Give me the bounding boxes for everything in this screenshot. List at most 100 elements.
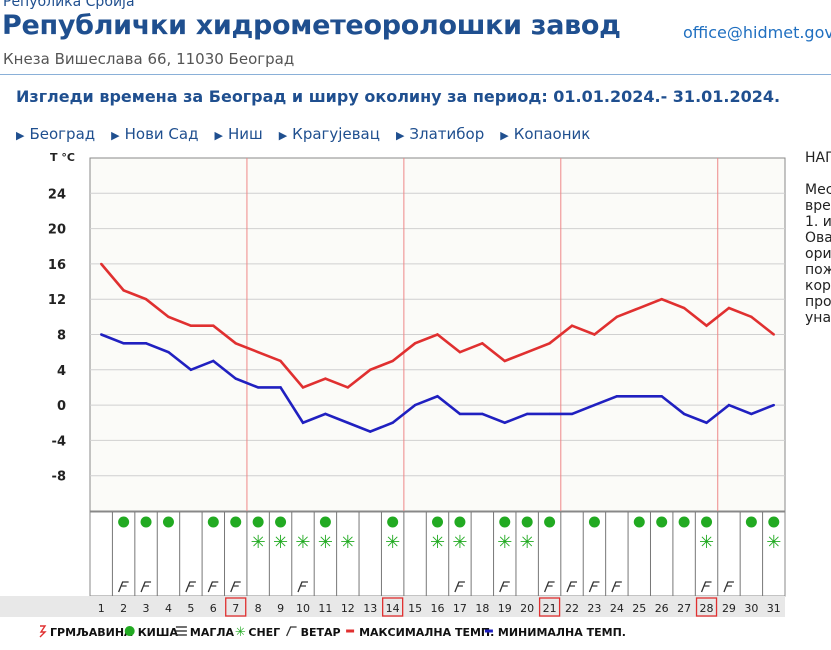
max-temp-point <box>593 333 596 336</box>
day-label: 30 <box>744 602 758 615</box>
rain-icon <box>118 516 130 528</box>
min-temp-point <box>525 412 529 416</box>
max-temp-point <box>167 315 170 319</box>
rain-icon <box>544 516 556 528</box>
min-temp-point <box>324 412 327 416</box>
day-label: 29 <box>722 602 736 615</box>
city-link[interactable]: ▶ Ниш <box>214 125 262 143</box>
legend-label: ВЕТАР <box>301 626 341 639</box>
snow-icon: ✳ <box>699 532 714 553</box>
city-link-label: Београд <box>29 125 96 143</box>
min-temp-point <box>705 421 708 424</box>
y-tick-label: 4 <box>57 364 66 379</box>
day-label: 31 <box>767 602 781 615</box>
min-temp-point <box>638 395 641 398</box>
side-text-panel: НАП Мес вре 1. и Ова ори пож кор про уна <box>805 150 831 326</box>
max-temp-point <box>705 324 708 327</box>
side-text-line: Ова <box>805 230 831 246</box>
city-nav: ▶ Београд ▶ Нови Сад ▶ Ниш ▶ Крагујевац ▶ Златибо… <box>16 124 606 144</box>
min-temp-point <box>570 412 574 416</box>
rain-icon <box>252 516 264 528</box>
legend-label: ГРМЉАВИНА <box>50 626 133 639</box>
max-temp-point <box>100 262 103 266</box>
y-tick-label: 16 <box>48 258 66 273</box>
rain-icon <box>701 516 713 528</box>
side-text-line: про <box>805 294 831 310</box>
min-temp-point <box>256 386 260 389</box>
rain-icon <box>319 516 331 528</box>
min-temp-point <box>503 421 506 424</box>
min-temp-point <box>682 412 686 416</box>
day-label: 17 <box>453 602 467 615</box>
min-temp-point <box>122 342 125 345</box>
max-temp-point <box>503 359 506 363</box>
snow-icon: ✳ <box>273 532 288 553</box>
wind-icon <box>297 581 308 593</box>
max-temp-point <box>458 350 462 354</box>
rain-icon <box>230 516 242 528</box>
day-label: 7 <box>232 602 239 615</box>
rain-icon <box>454 516 466 528</box>
max-temp-point <box>279 359 282 363</box>
wind-icon <box>611 581 622 593</box>
rain-icon <box>678 516 690 528</box>
city-link-label: Крагујевац <box>292 125 380 143</box>
email-link[interactable]: office@hidmet.gov <box>683 23 831 42</box>
max-temp-point <box>144 298 148 301</box>
rain-icon <box>140 516 152 528</box>
y-tick-label: -4 <box>52 434 66 449</box>
y-tick-label: -8 <box>52 470 66 485</box>
day-label: 2 <box>120 602 127 615</box>
rain-icon <box>768 516 780 528</box>
city-link[interactable]: ▶ Златибор <box>396 125 484 143</box>
y-tick-label: 24 <box>48 187 66 202</box>
max-temp-point <box>570 324 574 327</box>
city-link[interactable]: ▶ Београд <box>16 125 95 143</box>
rain-icon <box>275 516 287 528</box>
y-axis-label: T °C <box>50 151 75 164</box>
week-marker-box <box>225 597 247 617</box>
max-temp-point <box>772 333 775 336</box>
wind-icon <box>454 581 465 593</box>
arrow-right-icon: ▶ <box>395 129 405 142</box>
max-temp-point <box>525 350 529 354</box>
wind-icon <box>566 581 578 593</box>
y-tick-label: 0 <box>57 399 66 414</box>
side-text-line: уна <box>805 310 831 326</box>
day-label: 10 <box>296 602 310 615</box>
arrow-right-icon: ▶ <box>16 129 25 142</box>
max-temp-point <box>324 377 327 380</box>
y-tick-label: 20 <box>48 223 66 238</box>
snow-icon: ✳ <box>520 532 535 553</box>
min-temp-point <box>346 421 350 424</box>
page-subtitle: Изгледи времена за Београд и ширу околин… <box>16 87 781 106</box>
rain-icon <box>499 516 511 528</box>
rain-icon <box>633 516 645 528</box>
org-title[interactable]: Републички хидрометеоролошки завод <box>2 10 621 41</box>
max-temp-point <box>481 342 484 345</box>
arrow-right-icon: ▶ <box>500 129 509 142</box>
rain-icon <box>162 516 174 528</box>
max-temp-point <box>413 342 417 345</box>
day-label: 14 <box>386 602 400 615</box>
org-address: Кнеза Вишеслава 66, 11030 Београд <box>3 50 295 68</box>
rain-icon <box>521 516 533 528</box>
max-temp-point <box>660 298 663 301</box>
side-text-line <box>805 166 831 182</box>
min-temp-point <box>660 395 663 398</box>
min-temp-point <box>167 350 170 354</box>
wind-icon <box>700 581 712 593</box>
city-link[interactable]: ▶ Копаоник <box>500 125 590 143</box>
day-label: 18 <box>475 602 489 615</box>
legend-label: КИША <box>138 626 179 639</box>
min-temp-point <box>212 359 215 363</box>
thunder-icon <box>39 625 47 638</box>
city-link[interactable]: ▶ Крагујевац <box>279 125 380 143</box>
city-link-label: Нови Сад <box>124 125 199 143</box>
city-link-label: Ниш <box>227 125 263 143</box>
min-temp-point <box>548 412 551 416</box>
city-link[interactable]: ▶ Нови Сад <box>111 125 198 143</box>
max-temp-point <box>391 359 394 363</box>
min-temp-point <box>100 333 103 336</box>
wind-icon <box>207 581 219 593</box>
